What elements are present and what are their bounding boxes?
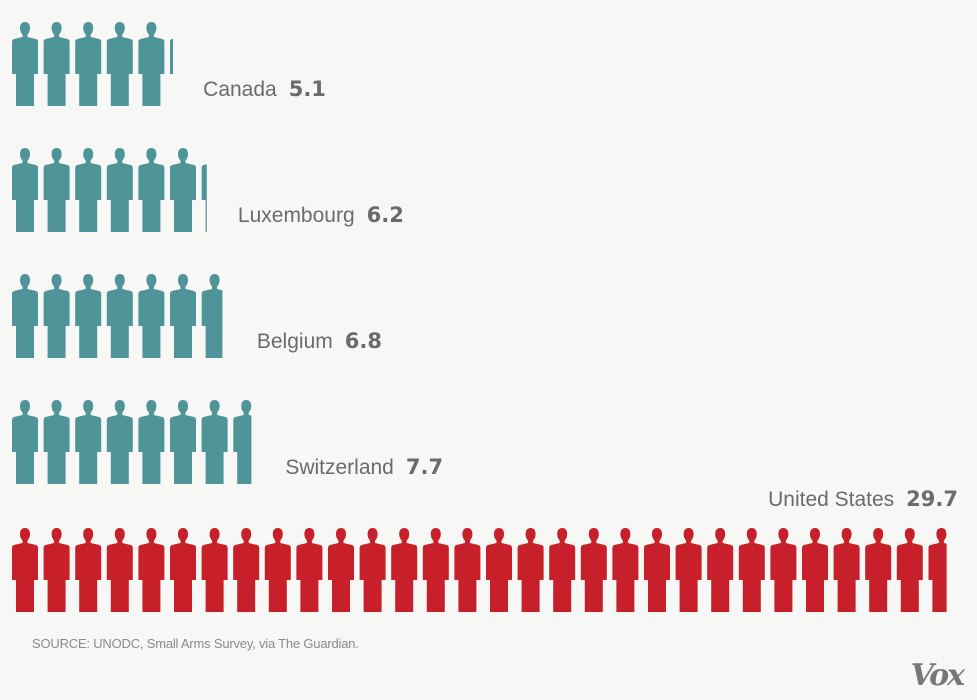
person-icon [486,528,512,612]
person-icon [170,400,196,484]
person-icon [138,22,165,106]
person-icon [233,400,252,484]
person-icon [770,528,797,612]
source-note: SOURCE: UNODC, Small Arms Survey, via Th… [32,636,359,651]
person-icon [75,528,102,612]
value-label: 7.7 [406,455,443,479]
person-icon [106,22,133,106]
person-icon [75,400,102,484]
category-label: Luxembourg [238,204,355,227]
person-icon [138,148,165,232]
person-icon [75,22,102,106]
person-icon [106,148,133,232]
person-icon [43,148,70,232]
person-icon [233,528,260,612]
person-icon [138,274,165,358]
person-icon [12,274,38,358]
person-icon [328,528,354,612]
row-belgium: Belgium 6.8 [12,274,382,358]
value-label: 6.8 [345,329,382,353]
person-icon [644,528,670,612]
person-icon [707,528,734,612]
country-label: Luxembourg 6.2 [238,203,404,227]
value-label: 29.7 [906,487,958,511]
person-icon [675,528,702,612]
person-icon [201,400,228,484]
person-icon [106,400,133,484]
category-label: United States [768,488,894,511]
category-label: Canada [203,78,277,101]
person-icon [201,274,223,358]
person-icon [802,528,828,612]
person-icon [106,528,133,612]
country-label: Belgium 6.8 [257,329,382,353]
person-icon [43,274,70,358]
category-label: Switzerland [285,456,394,479]
person-icon [170,38,173,74]
person-icon [549,528,576,612]
person-icon [612,528,639,612]
person-icon [170,274,196,358]
person-icon [75,148,102,232]
person-icon [580,528,607,612]
person-icon [106,274,133,358]
person-icon [12,22,38,106]
person-icon [264,528,291,612]
person-icon [391,528,418,612]
person-icon [865,528,892,612]
country-label: United States 29.7 [768,487,958,511]
person-icon [12,400,38,484]
person-icon [12,148,38,232]
person-icon [359,528,386,612]
person-icon [422,528,449,612]
person-icon [928,528,947,612]
person-icon [896,528,923,612]
person-icon [170,528,196,612]
person-icon [138,400,165,484]
country-label: Canada 5.1 [203,77,326,101]
person-icon [833,528,860,612]
person-icon [738,528,765,612]
person-icon [12,528,38,612]
person-icon [296,528,323,612]
value-label: 5.1 [289,77,326,101]
row-switzerland: Switzerland 7.7 [12,400,443,484]
person-icon [201,164,207,232]
country-label: Switzerland 7.7 [285,455,443,479]
vox-logo: Vox [910,658,965,693]
person-icon [517,528,544,612]
person-icon [43,528,70,612]
person-icon [201,528,228,612]
category-label: Belgium [257,330,333,353]
person-icon [170,148,196,232]
pictogram-chart: Canada 5.1 Luxembourg 6.2 Belgium 6.8 Switzerl… [12,22,958,612]
person-icon [138,528,165,612]
person-icon [43,400,70,484]
person-icon [454,528,481,612]
row-luxembourg: Luxembourg 6.2 [12,148,404,232]
row-canada: Canada 5.1 [12,22,326,106]
row-united-states: United States 29.7 [12,487,958,612]
person-icon [75,274,102,358]
value-label: 6.2 [367,203,404,227]
person-icon [43,22,70,106]
